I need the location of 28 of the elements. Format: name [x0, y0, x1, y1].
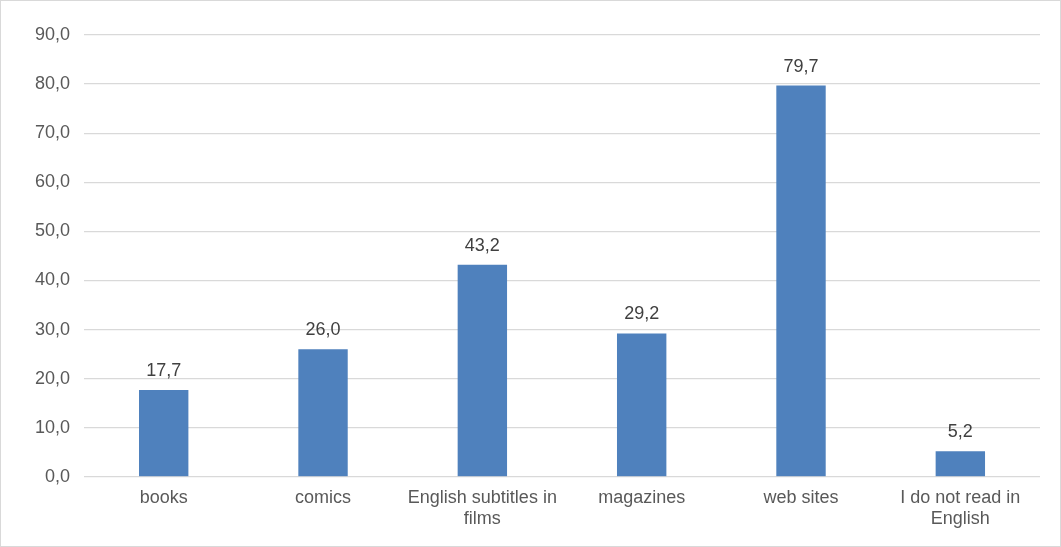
- y-tick-label: 70,0: [34, 122, 71, 143]
- data-label: 26,0: [305, 319, 341, 340]
- x-tick-label: comics: [295, 486, 352, 507]
- data-label: 79,7: [783, 55, 819, 76]
- y-tick-label: 10,0: [34, 416, 71, 437]
- y-tick-label: 60,0: [34, 171, 71, 192]
- data-label: 43,2: [464, 234, 500, 255]
- data-label: 17,7: [146, 359, 182, 380]
- y-tick-label: 90,0: [34, 23, 71, 44]
- x-tick-label: magazines: [598, 486, 686, 507]
- y-tick-label: 50,0: [34, 220, 71, 241]
- bar: [616, 333, 667, 477]
- bar: [298, 349, 348, 477]
- data-label: 5,2: [947, 421, 973, 442]
- bar: [139, 389, 189, 477]
- bar: [457, 264, 508, 477]
- x-tick-label: English subtitles in films: [407, 486, 557, 529]
- y-tick-label: 0,0: [45, 465, 71, 486]
- bar: [935, 451, 986, 477]
- x-tick-label: web sites: [762, 486, 839, 507]
- x-tick-label: I do not read in English: [900, 486, 1021, 529]
- data-label: 29,2: [624, 303, 660, 324]
- y-tick-label: 20,0: [34, 367, 71, 388]
- y-tick-label: 40,0: [34, 269, 71, 290]
- y-tick-label: 30,0: [34, 318, 71, 339]
- bar: [776, 85, 826, 477]
- y-tick-label: 80,0: [34, 73, 71, 94]
- x-tick-label: books: [139, 486, 188, 507]
